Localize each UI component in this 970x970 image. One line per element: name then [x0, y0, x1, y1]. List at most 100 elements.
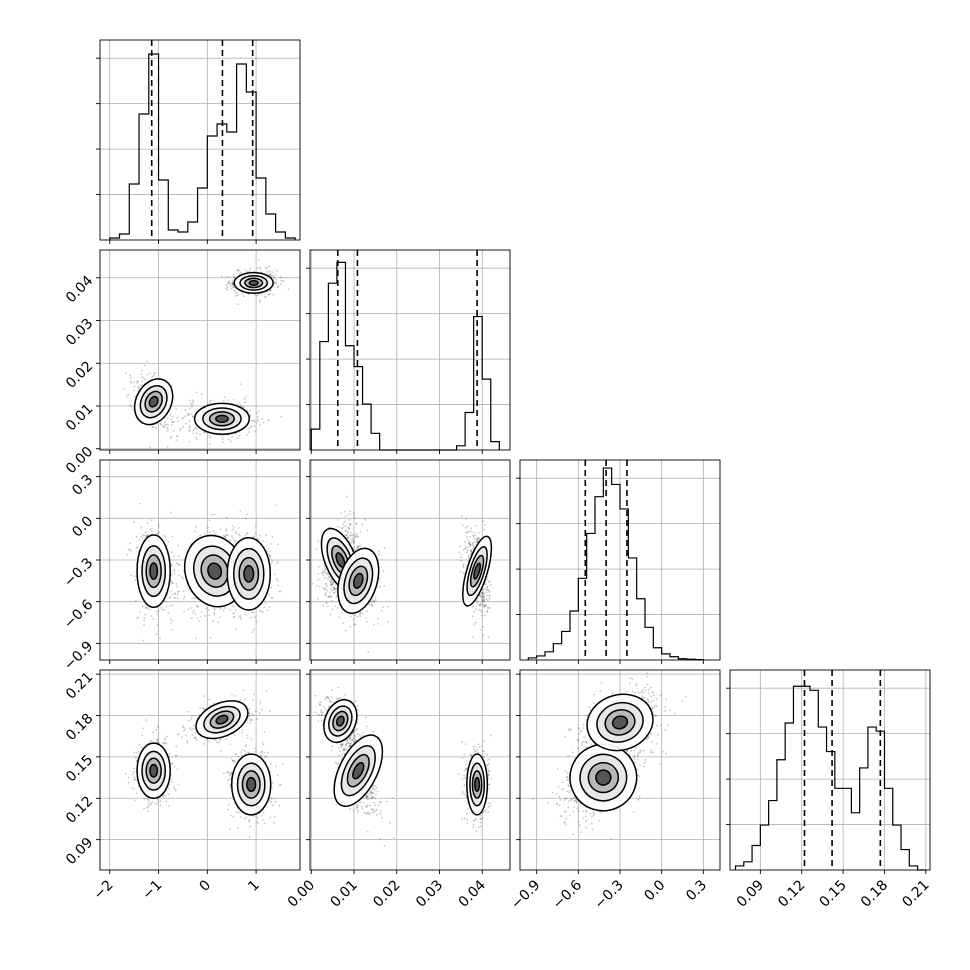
- sample-point: [279, 283, 282, 285]
- sample-point: [475, 540, 478, 543]
- sample-point: [208, 402, 211, 405]
- sample-point: [273, 276, 275, 278]
- sample-point: [145, 535, 148, 537]
- sample-point: [268, 293, 271, 296]
- sample-point: [159, 423, 162, 426]
- sample-point: [176, 593, 179, 596]
- sample-point: [133, 385, 136, 388]
- sample-point: [176, 585, 178, 588]
- sample-point: [464, 526, 467, 529]
- sample-point: [155, 803, 158, 806]
- sample-point: [188, 399, 191, 402]
- sample-point: [483, 600, 486, 603]
- sample-point: [487, 607, 490, 609]
- sample-point: [472, 635, 474, 638]
- sample-point: [333, 587, 336, 590]
- sample-point: [171, 420, 174, 423]
- sample-point: [227, 399, 230, 402]
- sample-point: [269, 289, 272, 292]
- sample-point: [151, 375, 154, 378]
- sample-point: [240, 405, 242, 407]
- sample-point: [270, 562, 273, 565]
- sample-point: [192, 399, 195, 402]
- sample-point: [472, 543, 475, 546]
- sample-point: [136, 380, 139, 383]
- sample-point: [371, 604, 374, 607]
- sample-point: [177, 555, 180, 557]
- sample-point: [192, 429, 195, 432]
- sample-point: [232, 536, 235, 539]
- sample-point: [243, 817, 246, 820]
- sample-point: [322, 587, 325, 590]
- sample-point: [383, 584, 386, 587]
- sample-point: [330, 583, 333, 586]
- sample-point: [164, 424, 167, 426]
- sample-point: [229, 743, 232, 746]
- sample-point: [194, 530, 196, 533]
- sample-point: [203, 431, 205, 434]
- sample-point: [252, 714, 255, 717]
- sample-point: [209, 436, 212, 439]
- sample-point: [236, 269, 239, 272]
- sample-point: [239, 616, 241, 619]
- sample-point: [333, 591, 335, 594]
- sample-point: [460, 552, 463, 555]
- sample-point: [226, 286, 229, 289]
- sample-point: [480, 592, 483, 595]
- sample-point: [208, 614, 211, 617]
- sample-point: [196, 606, 199, 608]
- sample-point: [353, 536, 356, 539]
- sample-point: [465, 517, 468, 520]
- sample-point: [229, 440, 232, 443]
- sample-point: [359, 615, 362, 617]
- sample-point: [196, 617, 199, 619]
- sample-point: [281, 280, 283, 282]
- sample-point: [259, 534, 262, 537]
- sample-point: [163, 741, 166, 744]
- sample-point: [482, 634, 485, 637]
- sample-point: [169, 413, 172, 416]
- sample-point: [479, 602, 482, 605]
- sample-point: [469, 553, 472, 556]
- sample-point: [158, 531, 161, 533]
- sample-point: [258, 424, 261, 426]
- sample-point: [229, 539, 232, 542]
- sample-point: [331, 590, 333, 592]
- sample-point: [484, 523, 486, 526]
- sample-point: [245, 744, 248, 747]
- sample-point: [248, 270, 251, 273]
- sample-point: [225, 530, 228, 532]
- sample-point: [224, 396, 226, 398]
- sample-point: [349, 523, 352, 526]
- sample-point: [156, 533, 159, 535]
- sample-point: [227, 438, 230, 441]
- sample-point: [235, 432, 237, 435]
- sample-point: [353, 513, 355, 516]
- sample-point: [234, 609, 237, 611]
- sample-point: [483, 594, 485, 597]
- sample-point: [257, 410, 260, 413]
- sample-point: [238, 273, 241, 276]
- sample-point: [249, 414, 252, 417]
- sample-point: [467, 560, 469, 562]
- sample-point: [326, 577, 329, 580]
- sample-point: [176, 768, 179, 771]
- sample-point: [466, 539, 469, 542]
- sample-point: [138, 502, 141, 505]
- sample-point: [357, 545, 360, 548]
- sample-point: [129, 374, 132, 377]
- sample-point: [374, 596, 377, 599]
- sample-point: [231, 435, 234, 438]
- sample-point: [163, 741, 166, 744]
- sample-point: [213, 608, 216, 611]
- sample-point: [254, 525, 257, 528]
- sample-point: [237, 303, 239, 306]
- sample-point: [325, 602, 328, 605]
- sample-point: [256, 816, 259, 819]
- sample-point: [182, 425, 185, 428]
- sample-point: [364, 518, 367, 521]
- sample-point: [220, 275, 223, 278]
- sample-point: [488, 590, 491, 593]
- sample-point: [273, 277, 275, 280]
- sample-point: [228, 774, 231, 777]
